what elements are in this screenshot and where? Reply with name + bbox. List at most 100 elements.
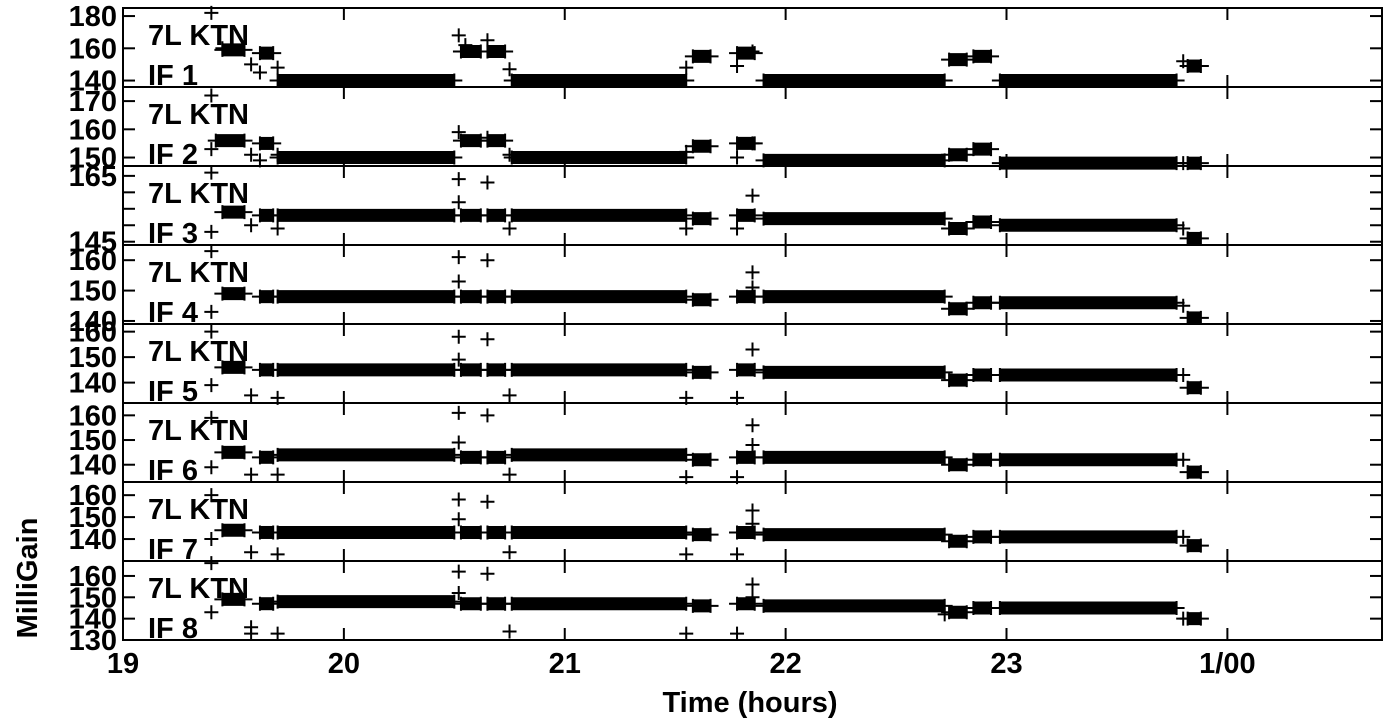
data-point bbox=[1176, 611, 1191, 626]
data-point bbox=[678, 289, 695, 304]
data-point bbox=[941, 221, 958, 236]
data-point bbox=[244, 147, 259, 162]
y-tick-label: 130 bbox=[69, 625, 117, 657]
data-point bbox=[497, 450, 514, 465]
data-point bbox=[207, 133, 224, 148]
data-point bbox=[269, 208, 286, 223]
data-point bbox=[702, 139, 719, 154]
data-point bbox=[1192, 465, 1209, 480]
data-point bbox=[730, 150, 745, 165]
y-tick-label: 150 bbox=[69, 425, 117, 457]
data-point bbox=[270, 60, 285, 75]
data-point bbox=[236, 205, 253, 220]
data-point bbox=[1192, 231, 1209, 246]
data-point bbox=[941, 52, 958, 67]
panel-label-station: 7L KTN bbox=[148, 494, 249, 526]
data-point bbox=[729, 208, 746, 223]
panel-frame bbox=[122, 560, 1383, 641]
data-point bbox=[479, 289, 496, 304]
data-point bbox=[497, 133, 514, 148]
data-point bbox=[1192, 156, 1209, 171]
data-point bbox=[451, 172, 466, 187]
data-point bbox=[755, 211, 772, 226]
data-point bbox=[755, 289, 772, 304]
data-point bbox=[452, 208, 469, 223]
data-point bbox=[729, 525, 746, 540]
data-point bbox=[684, 211, 701, 226]
data-point bbox=[1192, 59, 1209, 74]
data-point bbox=[204, 224, 219, 239]
data-point bbox=[451, 564, 466, 579]
data-point bbox=[204, 460, 219, 475]
data-point bbox=[502, 388, 517, 403]
data-point bbox=[679, 626, 694, 641]
data-point bbox=[270, 147, 285, 162]
data-point bbox=[502, 147, 517, 162]
data-point bbox=[936, 365, 953, 380]
data-point bbox=[941, 301, 958, 316]
data-point bbox=[236, 523, 253, 538]
data-point bbox=[684, 452, 701, 467]
data-point bbox=[745, 342, 760, 357]
data-point bbox=[244, 545, 259, 560]
data-point bbox=[451, 435, 466, 450]
data-point bbox=[991, 218, 1008, 233]
data-point bbox=[269, 525, 286, 540]
x-tick-label: 1/00 bbox=[1199, 648, 1255, 680]
data-point bbox=[1168, 600, 1185, 615]
y-tick-label: 145 bbox=[69, 227, 117, 259]
data-point bbox=[965, 295, 982, 310]
data-point bbox=[755, 73, 772, 88]
data-point bbox=[497, 44, 514, 59]
data-point bbox=[702, 527, 719, 542]
data-point bbox=[729, 136, 746, 151]
data-point bbox=[244, 218, 259, 233]
y-tick-label: 150 bbox=[69, 582, 117, 614]
data-point bbox=[941, 373, 958, 388]
data-point bbox=[679, 144, 694, 159]
data-point bbox=[269, 594, 286, 609]
data-point bbox=[702, 292, 719, 307]
data-point bbox=[1192, 310, 1209, 325]
data-point bbox=[1176, 298, 1191, 313]
data-point bbox=[204, 324, 219, 339]
data-point bbox=[965, 529, 982, 544]
data-point bbox=[503, 73, 520, 88]
data-point bbox=[702, 598, 719, 613]
x-axis-label: Time (hours) bbox=[662, 687, 837, 719]
data-point bbox=[1176, 156, 1191, 171]
data-point bbox=[991, 600, 1008, 615]
y-tick-label: 140 bbox=[69, 524, 117, 556]
data-point bbox=[746, 362, 763, 377]
data-point bbox=[269, 289, 286, 304]
data-point bbox=[479, 208, 496, 223]
data-point bbox=[452, 525, 469, 540]
data-point bbox=[991, 156, 1008, 171]
data-point bbox=[270, 221, 285, 236]
data-point bbox=[236, 592, 253, 607]
data-point bbox=[745, 516, 760, 531]
y-tick-label: 150 bbox=[69, 502, 117, 534]
data-point bbox=[729, 46, 746, 61]
data-point bbox=[965, 49, 982, 64]
x-tick-label: 19 bbox=[107, 648, 139, 680]
panel-label-station: 7L KTN bbox=[148, 99, 249, 131]
data-point bbox=[503, 596, 520, 611]
data-point bbox=[446, 594, 463, 609]
data-point bbox=[451, 352, 466, 367]
y-tick-label: 170 bbox=[69, 86, 117, 118]
data-point bbox=[214, 205, 231, 220]
data-point bbox=[1176, 221, 1191, 236]
data-point bbox=[684, 527, 701, 542]
data-point bbox=[684, 365, 701, 380]
y-tick-label: 150 bbox=[69, 276, 117, 308]
data-point bbox=[446, 447, 463, 462]
data-point bbox=[236, 286, 253, 301]
y-tick-label: 160 bbox=[69, 480, 117, 512]
data-point bbox=[684, 49, 701, 64]
data-point bbox=[941, 457, 958, 472]
data-point bbox=[745, 44, 760, 59]
